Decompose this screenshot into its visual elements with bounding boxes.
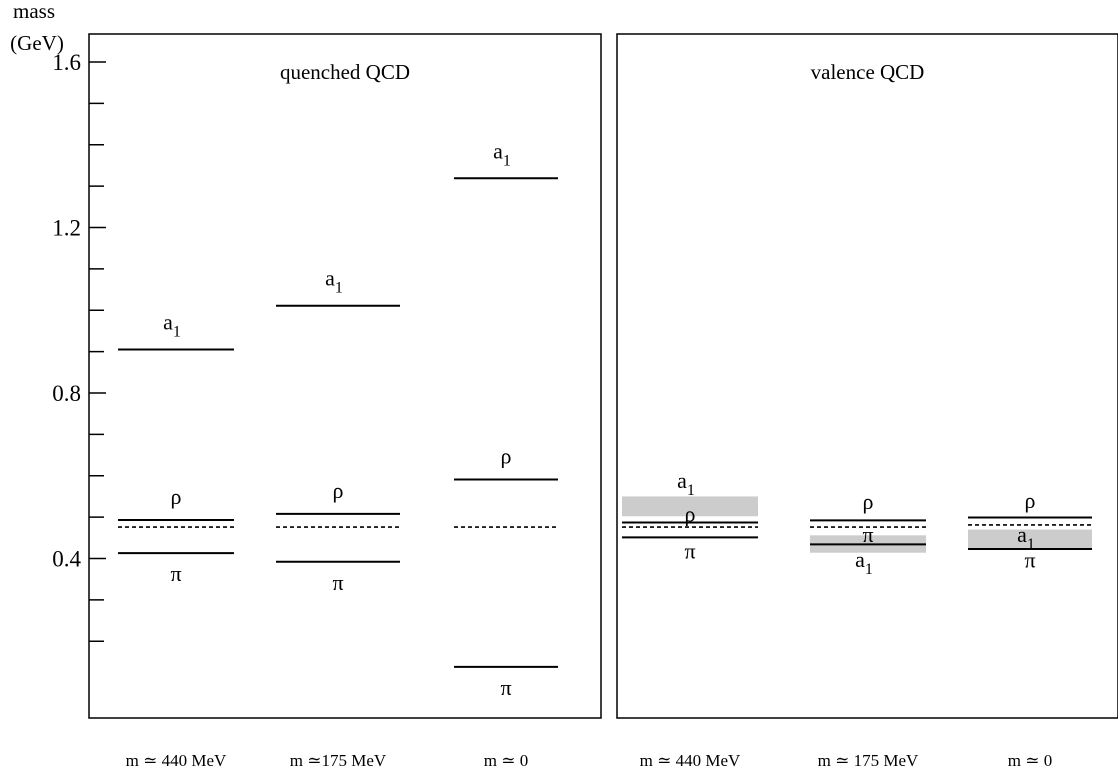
level-label-a1: a1 bbox=[677, 468, 695, 499]
level-label-π: π bbox=[862, 522, 873, 547]
level-label-a1: a1 bbox=[325, 266, 343, 297]
level-label-ρ: ρ bbox=[171, 484, 182, 509]
y-axis-label-line1: mass bbox=[13, 0, 55, 23]
y-tick-label: 1.2 bbox=[52, 216, 81, 241]
column-label: m ≃175 MeV bbox=[290, 751, 387, 770]
y-tick-label: 0.8 bbox=[52, 381, 81, 406]
column-label: m ≃ 0 bbox=[484, 751, 528, 770]
y-axis: mass (GeV) 0.4 0.8 1.2 1.6 bbox=[10, 0, 106, 642]
level-label-ρ: ρ bbox=[501, 443, 512, 468]
y-tick-label: 0.4 bbox=[52, 547, 81, 572]
level-label-a1: a1 bbox=[493, 138, 511, 169]
column-label: m ≃ 175 MeV bbox=[818, 751, 919, 770]
error-band-a1 bbox=[968, 529, 1092, 549]
panel-frames bbox=[88, 33, 1118, 719]
panel-title-2: valence QCD bbox=[811, 60, 925, 84]
level-label-a1: a1 bbox=[855, 547, 873, 578]
y-tick-label: 1.6 bbox=[52, 50, 81, 75]
y-axis-label-line2: (GeV) bbox=[10, 31, 64, 55]
chart-marks bbox=[118, 177, 1092, 668]
level-label-π: π bbox=[332, 570, 343, 595]
error-band-a1 bbox=[622, 496, 758, 517]
column-label: m ≃ 0 bbox=[1008, 751, 1052, 770]
level-label-π: π bbox=[1024, 548, 1035, 573]
level-label-ρ: ρ bbox=[685, 501, 696, 526]
level-label-π: π bbox=[500, 675, 511, 700]
panel-frame-2 bbox=[616, 33, 1118, 719]
level-label-ρ: ρ bbox=[333, 478, 344, 503]
level-label-ρ: ρ bbox=[1025, 488, 1036, 513]
panel-frame-1 bbox=[88, 33, 602, 719]
column-label: m ≃ 440 MeV bbox=[126, 751, 227, 770]
level-label-a1: a1 bbox=[163, 310, 181, 341]
level-label-ρ: ρ bbox=[863, 489, 874, 514]
level-label-π: π bbox=[170, 561, 181, 586]
panel-title-1: quenched QCD bbox=[280, 60, 410, 84]
column-label: m ≃ 440 MeV bbox=[640, 751, 741, 770]
level-label-π: π bbox=[684, 539, 695, 564]
level-label-a1: a1 bbox=[1017, 522, 1035, 553]
